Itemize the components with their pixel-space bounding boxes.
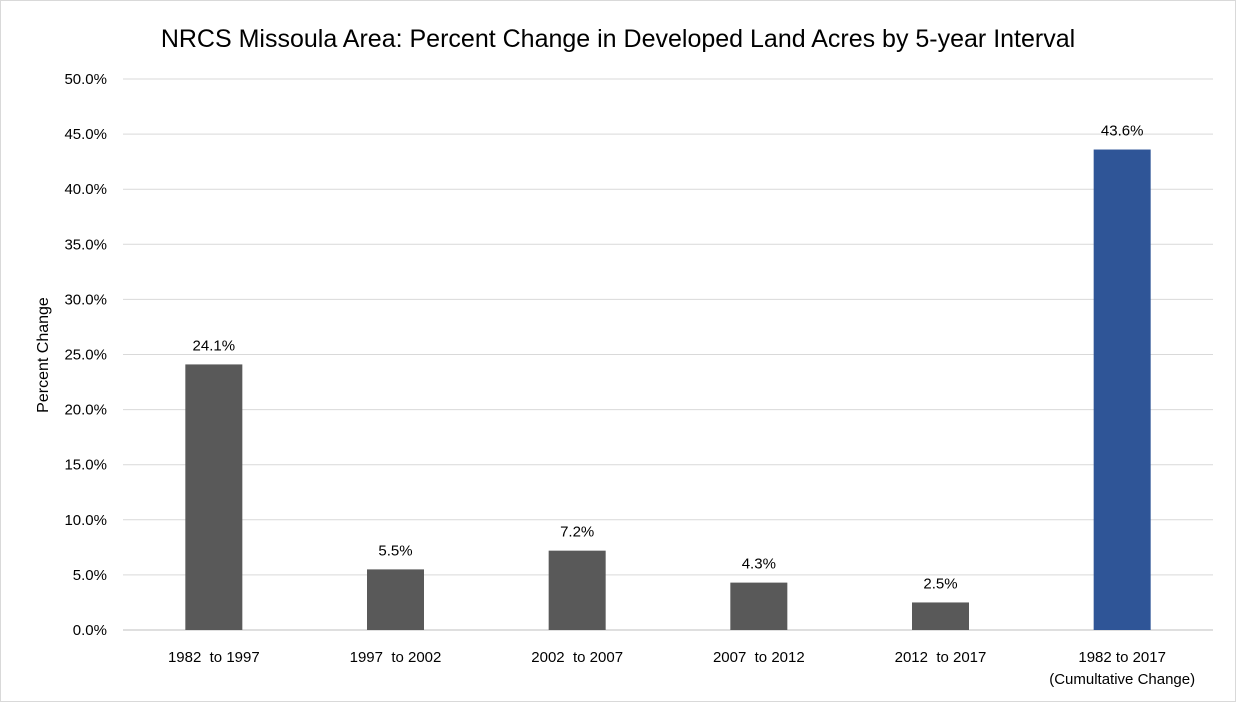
y-tick-label: 5.0%	[73, 567, 107, 584]
x-tick-label: 2007 to 2012	[713, 649, 805, 666]
y-tick-label: 35.0%	[64, 236, 107, 253]
y-axis-ticks: 0.0% 5.0% 10.0% 15.0% 20.0% 25.0% 30.0% 35.0% 40…	[64, 71, 107, 639]
data-label: 4.3%	[742, 556, 776, 573]
bar	[912, 602, 969, 630]
bar	[367, 569, 424, 630]
x-tick-label: 1997 to 2002	[350, 649, 442, 666]
bar	[548, 550, 606, 630]
bars	[185, 149, 1151, 630]
x-tick-label: 1982 to 2017	[1078, 649, 1166, 666]
y-tick-label: 20.0%	[64, 402, 107, 419]
x-tick-label: 2012 to 2017	[895, 649, 987, 666]
data-label: 43.6%	[1101, 123, 1144, 140]
bar	[185, 364, 243, 630]
data-labels: 24.1% 5.5% 7.2% 4.3% 2.5% 43.6%	[193, 123, 1144, 593]
y-tick-label: 40.0%	[64, 181, 107, 198]
bar	[730, 582, 788, 630]
data-label: 5.5%	[378, 542, 412, 559]
data-label: 2.5%	[923, 575, 957, 592]
y-axis-label: Percent Change	[35, 297, 52, 413]
x-tick-label: (Cumultative Change)	[1049, 671, 1195, 688]
gridlines	[123, 78, 1213, 631]
y-tick-label: 25.0%	[64, 347, 107, 364]
y-tick-label: 30.0%	[64, 291, 107, 308]
chart-title: NRCS Missoula Area: Percent Change in De…	[161, 25, 1075, 53]
data-label: 7.2%	[560, 524, 594, 541]
y-tick-label: 10.0%	[64, 512, 107, 529]
y-tick-label: 15.0%	[64, 457, 107, 474]
y-tick-label: 45.0%	[64, 126, 107, 143]
x-tick-label: 1982 to 1997	[168, 649, 260, 666]
x-axis-ticks: 1982 to 1997 1997 to 2002 2002 to 2007 2007…	[168, 649, 1195, 688]
bar	[1093, 149, 1151, 630]
data-label: 24.1%	[193, 337, 236, 354]
y-tick-label: 0.0%	[73, 622, 107, 639]
x-tick-label: 2002 to 2007	[531, 649, 623, 666]
y-tick-label: 50.0%	[64, 71, 107, 88]
